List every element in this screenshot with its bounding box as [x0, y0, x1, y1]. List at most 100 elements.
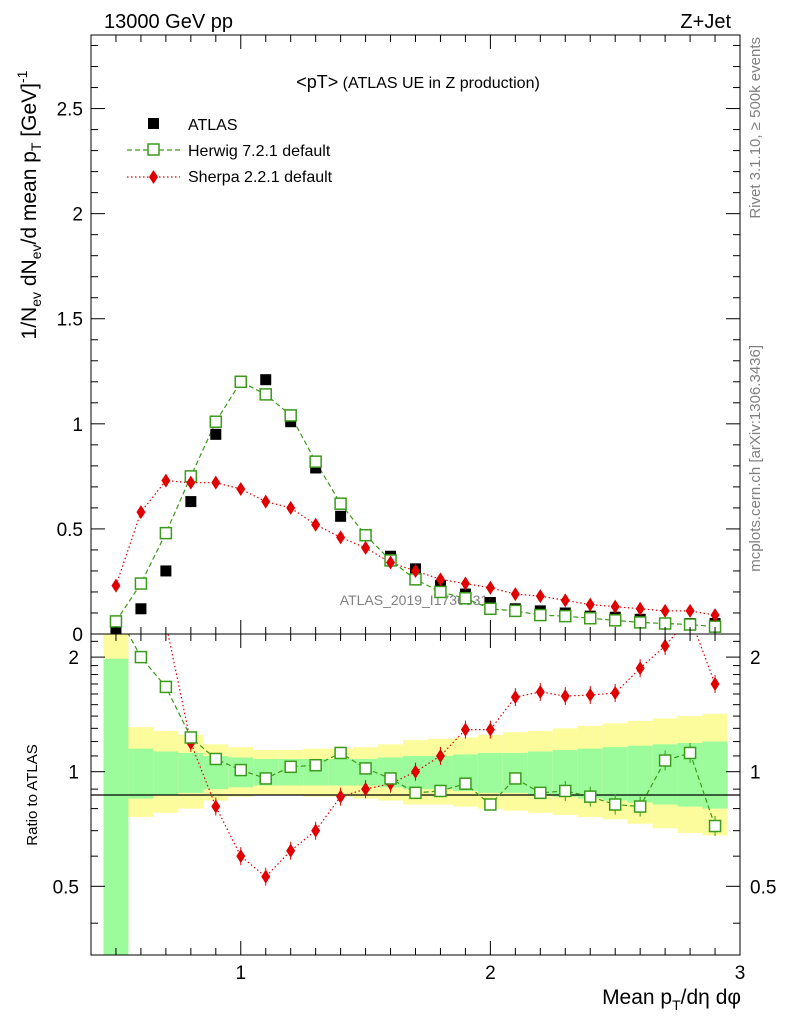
ratio-y-axis-title: Ratio to ATLAS — [24, 744, 41, 845]
atlas-point — [484, 596, 496, 608]
ratio-band-inner-bin — [328, 758, 354, 786]
legend-label-sherpa: Sherpa 2.2.1 default — [188, 169, 333, 186]
legend-marker-sherpa — [149, 170, 158, 184]
legend-marker-atlas — [148, 118, 159, 129]
sherpa-point — [685, 603, 695, 618]
header-right: Z+Jet — [680, 11, 731, 33]
herwig-ratio-point — [359, 762, 372, 775]
sherpa-ratio-point — [585, 688, 595, 703]
main-y-tick-label-3: 1.5 — [57, 310, 83, 331]
sherpa-ratio-point — [635, 661, 645, 676]
sherpa-point — [211, 475, 221, 490]
atlas-point — [160, 565, 172, 577]
herwig-ratio-point — [234, 763, 248, 777]
legend-entry-atlas: ATLAS — [148, 117, 238, 134]
legend-entry-sherpa: Sherpa 2.2.1 default — [127, 169, 333, 186]
herwig-ratio-point — [409, 786, 422, 800]
herwig-point — [633, 616, 647, 629]
x-axis-title: Mean pT/dη dφ — [602, 986, 741, 1013]
herwig-point — [334, 497, 347, 510]
rivet-label: Rivet 3.1.10, ≥ 500k events — [747, 37, 764, 219]
herwig-point — [434, 585, 447, 599]
sherpa-point — [161, 473, 171, 488]
sherpa-ratio-point — [236, 849, 246, 864]
ratio-band-inner-bin — [477, 752, 503, 793]
herwig-point — [109, 615, 123, 628]
sherpa-ratio-point — [660, 638, 670, 653]
herwig-ratio-point — [184, 731, 198, 744]
herwig-main-line — [115, 381, 716, 628]
herwig-point — [259, 388, 272, 401]
herwig-ratio-point — [284, 760, 297, 774]
sherpa-point — [136, 505, 146, 520]
sherpa-ratio-point — [560, 689, 570, 704]
atlas-point — [135, 603, 147, 615]
sherpa-point — [336, 530, 346, 545]
mcplots-label: mcplots.cern.ch [arXiv:1306.3436] — [747, 345, 764, 572]
herwig-ratio-point — [683, 746, 697, 760]
sherpa-point — [660, 603, 670, 618]
legend-marker-herwig — [147, 143, 160, 156]
main-y-tick-label-0: 0 — [72, 625, 83, 646]
ratio-y-tick-label-right-0: 0.5 — [750, 877, 776, 898]
herwig-point — [559, 609, 572, 623]
sherpa-ratio-point — [710, 676, 720, 691]
sherpa-point — [186, 475, 196, 490]
sherpa-point — [560, 593, 570, 608]
ratio-band-inner-bin — [602, 747, 628, 801]
ratio-band-inner-bin — [702, 741, 728, 809]
sherpa-point — [710, 608, 720, 623]
header-left: 13000 GeV pp — [104, 11, 233, 33]
herwig-ratio-point — [209, 752, 223, 766]
sherpa-point — [460, 576, 470, 591]
sherpa-point — [111, 578, 121, 593]
herwig-point — [608, 614, 622, 627]
atlas-point — [260, 374, 272, 386]
ratio-series-group — [127, 634, 722, 886]
sherpa-ratio-point — [211, 799, 221, 814]
herwig-ratio-point — [583, 790, 597, 803]
sherpa-ratio-point — [311, 823, 321, 838]
sherpa-ratio-point — [460, 722, 470, 737]
herwig-ratio-point — [708, 819, 722, 833]
herwig-point — [459, 592, 472, 605]
herwig-ratio-point — [309, 758, 322, 772]
herwig-ratio-point — [134, 650, 148, 664]
herwig-ratio-point — [384, 772, 397, 785]
sherpa-point — [386, 555, 396, 570]
sherpa-ratio-point — [286, 843, 296, 858]
sherpa-ratio-point — [411, 764, 420, 779]
ratio-y-tick-label-left-1: 1 — [68, 763, 79, 784]
main-panel: ATLAS_2019_I1736531 0 0.5 1 1.5 2 2.5 <pT> (A… — [14, 34, 741, 646]
herwig-ratio-point — [534, 786, 547, 800]
sherpa-point — [485, 580, 495, 595]
x-tick-label-1: 2 — [485, 963, 496, 984]
sherpa-ratio-point — [485, 722, 495, 737]
herwig-ratio-point — [259, 772, 272, 785]
ratio-band-inner-bin — [627, 745, 653, 803]
sherpa-ratio-point — [610, 685, 620, 700]
legend-label-atlas: ATLAS — [188, 117, 238, 134]
herwig-ratio-point — [459, 777, 472, 790]
x-tick-label-0: 1 — [235, 963, 246, 984]
herwig-point — [134, 577, 148, 590]
sherpa-ratio-point — [435, 748, 445, 763]
herwig-ratio-point — [658, 754, 672, 767]
ratio-band-inner-bin — [153, 751, 179, 795]
herwig-point — [484, 602, 497, 616]
sherpa-point — [411, 563, 420, 578]
atlas-point — [285, 416, 297, 428]
y-axis-title: 1/Nev dNev/d mean pT [GeV]-1 — [14, 70, 44, 339]
herwig-point — [209, 415, 223, 428]
herwig-ratio-point — [559, 784, 572, 798]
ratio-y-tick-label-left-0: 0.5 — [53, 877, 79, 898]
sherpa-point — [635, 601, 645, 616]
herwig-ratio-point — [484, 798, 497, 811]
sherpa-ratio-point — [361, 782, 371, 797]
atlas-point — [310, 462, 322, 474]
ratio-y-tick-label-right-2: 2 — [750, 648, 761, 669]
herwig-ratio-point — [334, 746, 347, 760]
main-y-tick-label-5: 2.5 — [57, 100, 83, 121]
ratio-band-inner-bin — [178, 752, 204, 793]
